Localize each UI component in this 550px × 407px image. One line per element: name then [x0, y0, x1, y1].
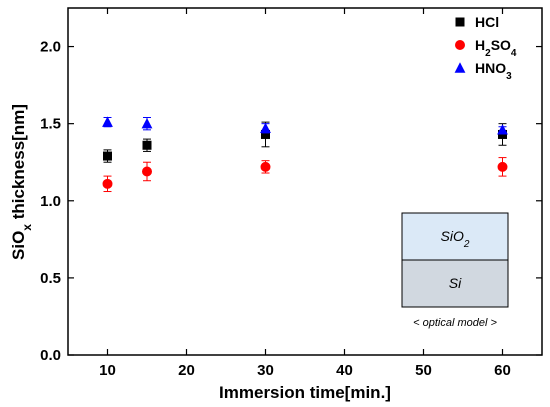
series-h2so4 [102, 157, 508, 193]
series-hcl [103, 121, 507, 163]
data-point [103, 151, 112, 161]
inset-top-label: SiO2 [441, 228, 470, 250]
x-tick-label: 40 [336, 362, 353, 379]
legend-label: HCl [475, 14, 499, 30]
series-hno3 [102, 116, 508, 135]
x-tick-label: 50 [415, 362, 432, 379]
x-tick-label: 20 [178, 362, 195, 379]
data-point [497, 161, 508, 172]
data-point [102, 116, 113, 127]
data-point [142, 140, 152, 150]
data-point [261, 129, 270, 139]
x-tick-label: 60 [494, 362, 511, 379]
tick-labels: 10 20 30 40 50 60 0.0 0.5 1.0 1.5 2.0 [40, 39, 511, 379]
inset-top-layer [401, 212, 509, 261]
x-tick-label: 30 [257, 362, 274, 379]
inset-caption: < optical model > [413, 317, 497, 329]
data-layer [102, 116, 508, 193]
data-point [497, 124, 508, 135]
x-tick-label: 10 [99, 362, 116, 379]
ticks [68, 8, 542, 356]
y-tick-label: 1.0 [40, 193, 61, 210]
y-tick-label: 2.0 [40, 39, 61, 56]
inset-bottom-layer [401, 259, 509, 308]
data-point [260, 161, 271, 172]
y-tick-label: 0.5 [40, 270, 61, 287]
plot-frame [67, 7, 543, 356]
inset-bottom-label: Si [449, 275, 462, 291]
data-point [260, 122, 271, 134]
x-axis-title: Immersion time[min.] [219, 383, 391, 402]
legend-marker [455, 17, 465, 27]
data-point [141, 117, 153, 129]
legend-marker [455, 40, 465, 50]
optical-model-inset: SiO2 Si < optical model > [401, 212, 509, 329]
y-tick-label: 0.0 [40, 347, 61, 364]
legend-label: H2SO4 [475, 37, 517, 59]
y-tick-label: 1.5 [40, 116, 61, 133]
legend-marker [454, 62, 466, 73]
legend-label: HNO3 [475, 60, 512, 82]
data-point [102, 178, 113, 189]
y-axis-title: SiOx thickness[nm] [9, 104, 34, 260]
data-point [142, 166, 152, 177]
